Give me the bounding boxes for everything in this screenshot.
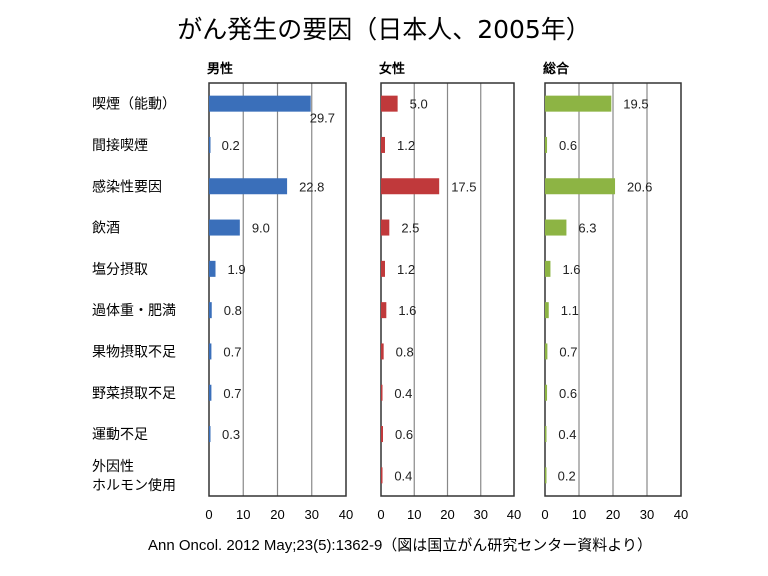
panel-title: 総合	[543, 61, 570, 77]
data-label: 1.2	[397, 262, 415, 277]
data-label: 0.8	[224, 303, 242, 318]
category-label: 塩分摂取	[92, 262, 148, 278]
bar	[209, 343, 212, 360]
category-label: 果物摂取不足	[92, 344, 176, 360]
panel-title: 女性	[379, 61, 405, 77]
data-label: 1.6	[562, 262, 580, 277]
x-tick-label: 0	[205, 507, 212, 522]
x-tick-label: 30	[474, 507, 488, 522]
x-tick-label: 40	[507, 507, 521, 522]
bar	[381, 384, 383, 401]
x-tick-label: 40	[339, 507, 353, 522]
data-label: 2.5	[401, 221, 419, 236]
category-label: 野菜摂取不足	[92, 386, 176, 402]
bar	[381, 219, 390, 236]
category-label: 過体重・肥満	[92, 303, 176, 319]
x-tick-label: 10	[236, 507, 250, 522]
category-label: 外因性	[92, 459, 134, 475]
x-tick-label: 40	[674, 507, 688, 522]
bar	[209, 95, 311, 112]
bar	[209, 302, 212, 319]
bar	[381, 136, 385, 153]
x-tick-label: 20	[606, 507, 620, 522]
data-label: 0.6	[395, 427, 413, 442]
data-label: 0.3	[222, 427, 240, 442]
bar	[381, 467, 383, 484]
data-label: 5.0	[410, 97, 428, 112]
data-label: 0.4	[394, 468, 412, 483]
x-tick-label: 0	[377, 507, 384, 522]
data-label: 0.7	[559, 344, 577, 359]
bar	[545, 467, 547, 484]
bar	[545, 260, 551, 277]
panel-title: 男性	[207, 61, 233, 77]
data-label: 22.8	[299, 179, 324, 194]
plot-frame	[544, 82, 682, 497]
plot-frame	[380, 82, 515, 497]
bar	[381, 95, 398, 112]
data-label: 1.1	[561, 303, 579, 318]
bar	[545, 136, 548, 153]
bar	[545, 219, 567, 236]
x-tick-label: 30	[305, 507, 319, 522]
data-label: 1.9	[228, 262, 246, 277]
data-label: 9.0	[252, 221, 270, 236]
plot-frame	[208, 82, 347, 497]
chart-title: がん発生の要因（日本人、2005年）	[177, 15, 591, 44]
x-tick-label: 20	[440, 507, 454, 522]
bar	[209, 178, 288, 195]
category-label: 飲酒	[92, 221, 120, 237]
data-label: 0.4	[558, 427, 576, 442]
data-label: 0.2	[558, 468, 576, 483]
category-label: 運動不足	[92, 427, 148, 443]
bar	[545, 178, 616, 195]
data-label: 29.7	[310, 111, 335, 126]
data-label: 0.6	[559, 386, 577, 401]
data-label: 0.6	[559, 138, 577, 153]
data-label: 0.8	[396, 344, 414, 359]
category-label: 感染性要因	[92, 178, 162, 195]
bar	[381, 426, 383, 443]
bar	[545, 95, 612, 112]
data-label: 1.2	[397, 138, 415, 153]
x-tick-label: 0	[541, 507, 548, 522]
data-label: 6.3	[578, 221, 596, 236]
data-label: 0.4	[394, 386, 412, 401]
category-label: 喫煙（能動）	[92, 97, 176, 113]
bar	[209, 384, 212, 401]
data-label: 19.5	[623, 97, 648, 112]
data-label: 0.7	[223, 386, 241, 401]
bar	[209, 426, 211, 443]
bar	[209, 136, 211, 153]
bar	[381, 343, 384, 360]
category-label: ホルモン使用	[92, 477, 176, 494]
bar	[545, 426, 547, 443]
bar	[209, 260, 216, 277]
data-label: 1.6	[398, 303, 416, 318]
bar	[209, 219, 240, 236]
data-label: 20.6	[627, 179, 652, 194]
x-tick-label: 30	[640, 507, 654, 522]
bar	[381, 178, 440, 195]
x-tick-label: 20	[270, 507, 284, 522]
x-tick-label: 10	[572, 507, 586, 522]
data-label: 0.2	[222, 138, 240, 153]
bar	[545, 302, 549, 319]
data-label: 0.7	[223, 344, 241, 359]
data-label: 17.5	[451, 179, 476, 194]
source-footnote: Ann Oncol. 2012 May;23(5):1362-9（図は国立がん研…	[148, 537, 653, 554]
bar	[381, 260, 385, 277]
x-tick-label: 10	[407, 507, 421, 522]
category-label: 間接喫煙	[92, 137, 148, 154]
bar	[545, 384, 548, 401]
bar	[545, 343, 548, 360]
bar	[381, 302, 387, 319]
